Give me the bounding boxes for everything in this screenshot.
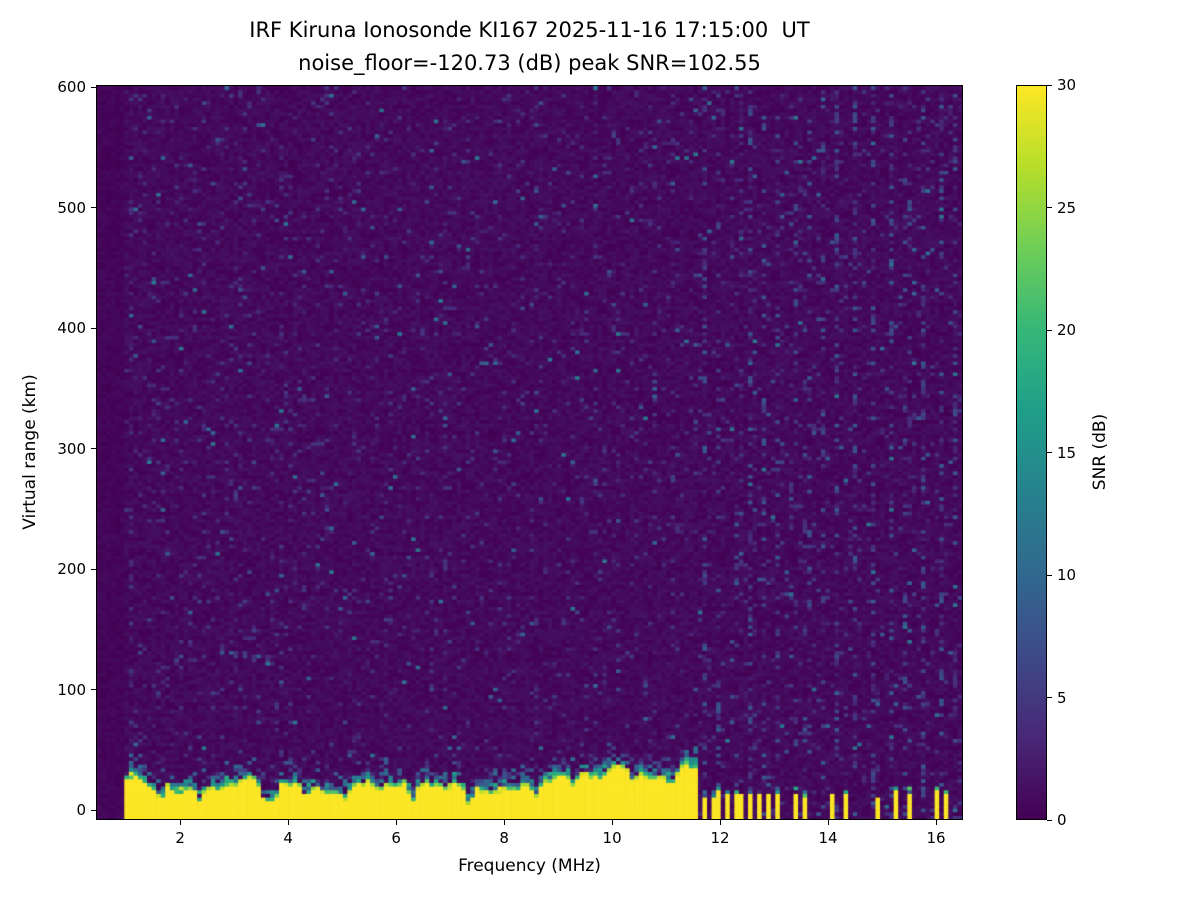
colorbar: [1016, 85, 1047, 820]
y-tick-mark: [91, 568, 96, 570]
colorbar-tick-mark: [1047, 574, 1052, 576]
colorbar-tick-label: 0: [1057, 811, 1067, 829]
colorbar-tick-label: 5: [1057, 688, 1067, 707]
x-tick-mark: [719, 820, 721, 825]
y-tick-mark: [91, 809, 96, 811]
x-tick-label: 6: [391, 829, 401, 847]
y-tick-label: 200: [57, 560, 86, 579]
y-tick-label: 100: [57, 680, 86, 699]
x-tick-label: 2: [175, 829, 185, 847]
x-tick-mark: [935, 820, 937, 825]
colorbar-tick-mark: [1047, 819, 1052, 821]
chart-subtitle: noise_floor=-120.73 (dB) peak SNR=102.55: [298, 51, 761, 75]
y-tick-label: 400: [57, 319, 86, 338]
x-tick-mark: [179, 820, 181, 825]
colorbar-tick-mark: [1047, 207, 1052, 208]
y-tick-mark: [91, 448, 96, 450]
x-tick-label: 16: [926, 829, 946, 847]
colorbar-tick-label: 10: [1057, 566, 1077, 584]
y-tick-mark: [91, 207, 96, 209]
y-tick-mark: [91, 86, 96, 88]
colorbar-label: SNR (dB): [1090, 413, 1110, 491]
y-axis-label: Virtual range (km): [20, 374, 40, 530]
x-tick-mark: [611, 820, 613, 825]
x-tick-label: 14: [818, 829, 838, 847]
chart-title: IRF Kiruna Ionosonde KI167 2025-11-16 17…: [249, 18, 810, 42]
x-tick-label: 4: [283, 829, 293, 847]
x-axis-label: Frequency (MHz): [458, 856, 601, 876]
x-tick-label: 10: [602, 829, 622, 847]
y-tick-mark: [91, 327, 96, 329]
colorbar-tick-mark: [1047, 452, 1052, 453]
heatmap-plot-area: [96, 85, 963, 820]
colorbar-tick-label: 25: [1057, 198, 1077, 217]
colorbar-tick-mark: [1047, 329, 1052, 331]
y-tick-label: 300: [57, 439, 86, 458]
x-tick-mark: [827, 820, 829, 825]
y-tick-label: 0: [76, 801, 86, 820]
colorbar-tick-label: 30: [1057, 76, 1077, 94]
colorbar-tick-mark: [1047, 84, 1052, 86]
colorbar-tick-label: 20: [1057, 321, 1077, 339]
x-tick-mark: [287, 820, 289, 825]
x-tick-mark: [395, 820, 397, 825]
y-tick-mark: [91, 689, 96, 691]
colorbar-gradient-canvas: [1017, 86, 1046, 819]
y-tick-label: 600: [57, 78, 86, 97]
x-tick-mark: [503, 820, 505, 825]
y-tick-label: 500: [57, 198, 86, 217]
x-tick-label: 12: [710, 829, 730, 847]
colorbar-tick-label: 15: [1057, 443, 1077, 462]
ionogram-heatmap-canvas: [97, 86, 962, 819]
colorbar-tick-mark: [1047, 697, 1052, 698]
x-tick-label: 8: [499, 829, 509, 847]
